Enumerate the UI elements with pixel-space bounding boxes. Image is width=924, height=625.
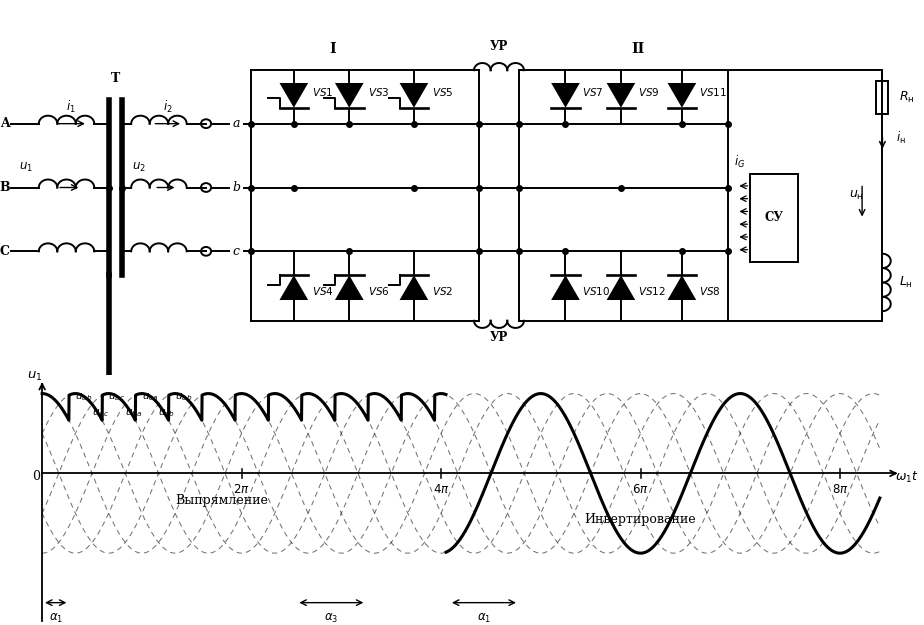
Polygon shape [551, 275, 580, 300]
Text: СУ: СУ [765, 211, 784, 224]
Text: $\it{VS8}$: $\it{VS8}$ [699, 285, 720, 297]
Text: $\it{VS2}$: $\it{VS2}$ [432, 285, 454, 297]
Text: $u_{ac}$: $u_{ac}$ [91, 408, 108, 419]
Text: $\alpha_1$: $\alpha_1$ [49, 612, 63, 625]
Text: $\it{VS4}$: $\it{VS4}$ [312, 285, 334, 297]
Text: Инвертирование: Инвертирование [585, 513, 697, 526]
Polygon shape [667, 275, 697, 300]
Text: $R_\text{н}$: $R_\text{н}$ [899, 90, 915, 105]
Text: $i_G$: $i_G$ [734, 154, 745, 170]
Text: $\it{VS12}$: $\it{VS12}$ [638, 285, 665, 297]
Text: T: T [111, 72, 120, 85]
Text: II: II [631, 42, 644, 56]
Text: $u_{ab}$: $u_{ab}$ [176, 392, 192, 404]
Text: $4\pi$: $4\pi$ [432, 483, 449, 496]
Bar [750, 174, 798, 262]
Text: $\it{VS1}$: $\it{VS1}$ [312, 86, 334, 98]
Polygon shape [280, 275, 309, 300]
Text: $u_{bc}$: $u_{bc}$ [108, 392, 126, 404]
Text: $8\pi$: $8\pi$ [832, 483, 848, 496]
Text: $\it{VS3}$: $\it{VS3}$ [368, 86, 389, 98]
Text: $\alpha_1$: $\alpha_1$ [477, 612, 491, 625]
Text: $\alpha_3$: $\alpha_3$ [324, 612, 338, 625]
Text: $\it{VS7}$: $\it{VS7}$ [582, 86, 603, 98]
Polygon shape [280, 83, 309, 107]
Text: $\it{VS6}$: $\it{VS6}$ [368, 285, 389, 297]
Polygon shape [400, 275, 429, 300]
Text: $i_\text{н}$: $i_\text{н}$ [896, 130, 906, 146]
Text: $\it{VS10}$: $\it{VS10}$ [582, 285, 610, 297]
Text: $L_\text{н}$: $L_\text{н}$ [899, 275, 913, 290]
Text: I: I [329, 42, 336, 56]
Text: $\it{VS5}$: $\it{VS5}$ [432, 86, 454, 98]
Text: УР: УР [490, 331, 508, 344]
Text: $u_{ab}$: $u_{ab}$ [76, 392, 92, 404]
Polygon shape [551, 83, 580, 107]
Bar [877, 81, 889, 114]
Text: $u_1$: $u_1$ [27, 369, 42, 382]
Polygon shape [667, 83, 697, 107]
Polygon shape [335, 83, 364, 107]
Text: УР: УР [490, 40, 508, 53]
Polygon shape [400, 83, 429, 107]
Text: $\it{VS11}$: $\it{VS11}$ [699, 86, 726, 98]
Text: $i_2$: $i_2$ [164, 99, 173, 115]
Text: $6\pi$: $6\pi$ [632, 483, 649, 496]
Text: $u_2$: $u_2$ [131, 161, 146, 174]
Text: $u_{cb}$: $u_{cb}$ [158, 408, 176, 419]
Text: Выпрямление: Выпрямление [176, 494, 268, 507]
Polygon shape [335, 275, 364, 300]
Polygon shape [606, 275, 636, 300]
Text: a: a [233, 117, 240, 130]
Text: $u_{ca}$: $u_{ca}$ [141, 392, 158, 404]
Text: $u_{ba}$: $u_{ba}$ [126, 408, 142, 419]
Text: $\omega_1 t$: $\omega_1 t$ [895, 470, 918, 485]
Text: $u_\text{н}$: $u_\text{н}$ [849, 189, 864, 202]
Text: $\it{VS9}$: $\it{VS9}$ [638, 86, 659, 98]
Text: c: c [233, 245, 240, 258]
Text: $2\pi$: $2\pi$ [233, 483, 250, 496]
Text: B: B [0, 181, 10, 194]
Text: $i_1$: $i_1$ [67, 99, 76, 115]
Text: $u_1$: $u_1$ [18, 161, 33, 174]
Polygon shape [606, 83, 636, 107]
Text: A: A [0, 117, 9, 130]
Text: 0: 0 [32, 470, 41, 482]
Text: b: b [233, 181, 241, 194]
Text: C: C [0, 245, 9, 258]
